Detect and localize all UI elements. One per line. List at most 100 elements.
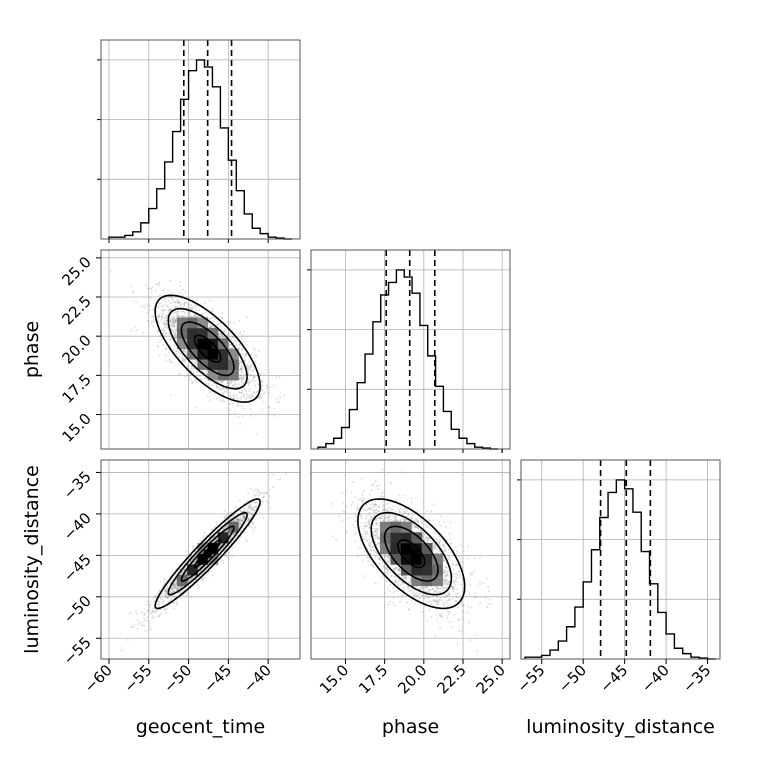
scatter-point — [228, 512, 230, 514]
scatter-point — [253, 490, 255, 492]
scatter-point — [208, 318, 210, 320]
scatter-point — [166, 348, 168, 350]
scatter-point — [254, 380, 256, 382]
scatter-point — [159, 316, 161, 318]
scatter-point — [203, 532, 205, 534]
scatter-point — [246, 344, 248, 346]
scatter-point — [263, 373, 265, 375]
scatter-point — [174, 301, 176, 303]
scatter-point — [165, 361, 167, 363]
scatter-point — [262, 401, 264, 403]
scatter-point — [170, 320, 172, 322]
scatter-point — [153, 321, 155, 323]
panel-frame — [101, 40, 300, 239]
scatter-point — [233, 322, 235, 324]
scatter-point — [248, 384, 250, 386]
scatter-point — [147, 610, 149, 612]
scatter-point — [239, 343, 241, 345]
scatter-point — [255, 505, 257, 507]
scatter-point — [258, 350, 260, 352]
scatter-point — [257, 391, 259, 393]
scatter-point — [221, 561, 223, 563]
scatter-point — [234, 397, 236, 399]
scatter-point — [239, 500, 241, 502]
scatter-point — [212, 575, 214, 577]
scatter-point — [145, 630, 147, 632]
scatter-point — [176, 350, 178, 352]
scatter-point — [255, 488, 257, 490]
scatter-point — [248, 395, 250, 397]
scatter-point — [151, 291, 153, 293]
scatter-point — [246, 395, 248, 397]
scatter-point — [261, 380, 263, 382]
scatter-point — [265, 501, 267, 503]
scatter-point — [170, 337, 172, 339]
scatter-point — [252, 370, 254, 372]
scatter-point — [184, 376, 186, 378]
scatter-point — [190, 368, 192, 370]
scatter-point — [274, 415, 276, 417]
scatter-point — [242, 415, 244, 417]
scatter-point — [168, 351, 170, 353]
scatter-point — [148, 613, 150, 615]
scatter-point — [189, 303, 191, 305]
scatter-point — [252, 507, 254, 509]
scatter-point — [172, 319, 174, 321]
scatter-point — [151, 320, 153, 322]
scatter-point — [219, 323, 221, 325]
scatter-point — [225, 516, 227, 518]
scatter-point — [216, 386, 218, 388]
scatter-point — [186, 595, 188, 597]
scatter-point — [240, 536, 242, 538]
scatter-point — [246, 505, 248, 507]
scatter-point — [239, 423, 241, 425]
scatter-point — [167, 289, 169, 291]
scatter-point — [192, 360, 194, 362]
scatter-point — [170, 339, 172, 341]
scatter-point — [209, 324, 211, 326]
scatter-point — [157, 283, 159, 285]
scatter-point — [165, 354, 167, 356]
scatter-point — [158, 305, 160, 307]
scatter-point — [205, 378, 207, 380]
scatter-point — [254, 355, 256, 357]
scatter-point — [193, 545, 195, 547]
scatter-point — [240, 516, 242, 518]
scatter-point — [243, 330, 245, 332]
histogram-panel-phase — [307, 250, 510, 449]
scatter-point — [132, 627, 134, 629]
scatter-point — [240, 367, 242, 369]
scatter-point — [173, 325, 175, 327]
scatter-point — [249, 388, 251, 390]
scatter-point — [209, 400, 211, 402]
scatter-point — [252, 396, 254, 398]
scatter-point — [258, 490, 260, 492]
scatter-point — [269, 495, 271, 497]
scatter-point — [241, 347, 243, 349]
scatter-point — [165, 333, 167, 335]
scatter-point — [209, 391, 211, 393]
scatter-point — [244, 408, 246, 410]
scatter-point — [169, 576, 171, 578]
scatter-point — [269, 507, 271, 509]
scatter-point — [159, 294, 161, 296]
scatter-point — [163, 580, 165, 582]
scatter-point — [228, 556, 230, 558]
scatter-point — [235, 345, 237, 347]
scatter-point — [137, 624, 139, 626]
scatter-point — [213, 320, 215, 322]
scatter-point — [205, 382, 207, 384]
scatter-point — [263, 517, 265, 519]
scatter-point — [241, 362, 243, 364]
scatter-point — [169, 280, 171, 282]
scatter-point — [182, 350, 184, 352]
scatter-point — [196, 299, 198, 301]
scatter-point — [175, 580, 177, 582]
scatter-point — [268, 392, 270, 394]
scatter-point — [230, 383, 232, 385]
scatter-point — [232, 547, 234, 549]
scatter-point — [236, 395, 238, 397]
scatter-point — [158, 601, 160, 603]
scatter-point — [151, 315, 153, 317]
scatter-point — [164, 304, 166, 306]
